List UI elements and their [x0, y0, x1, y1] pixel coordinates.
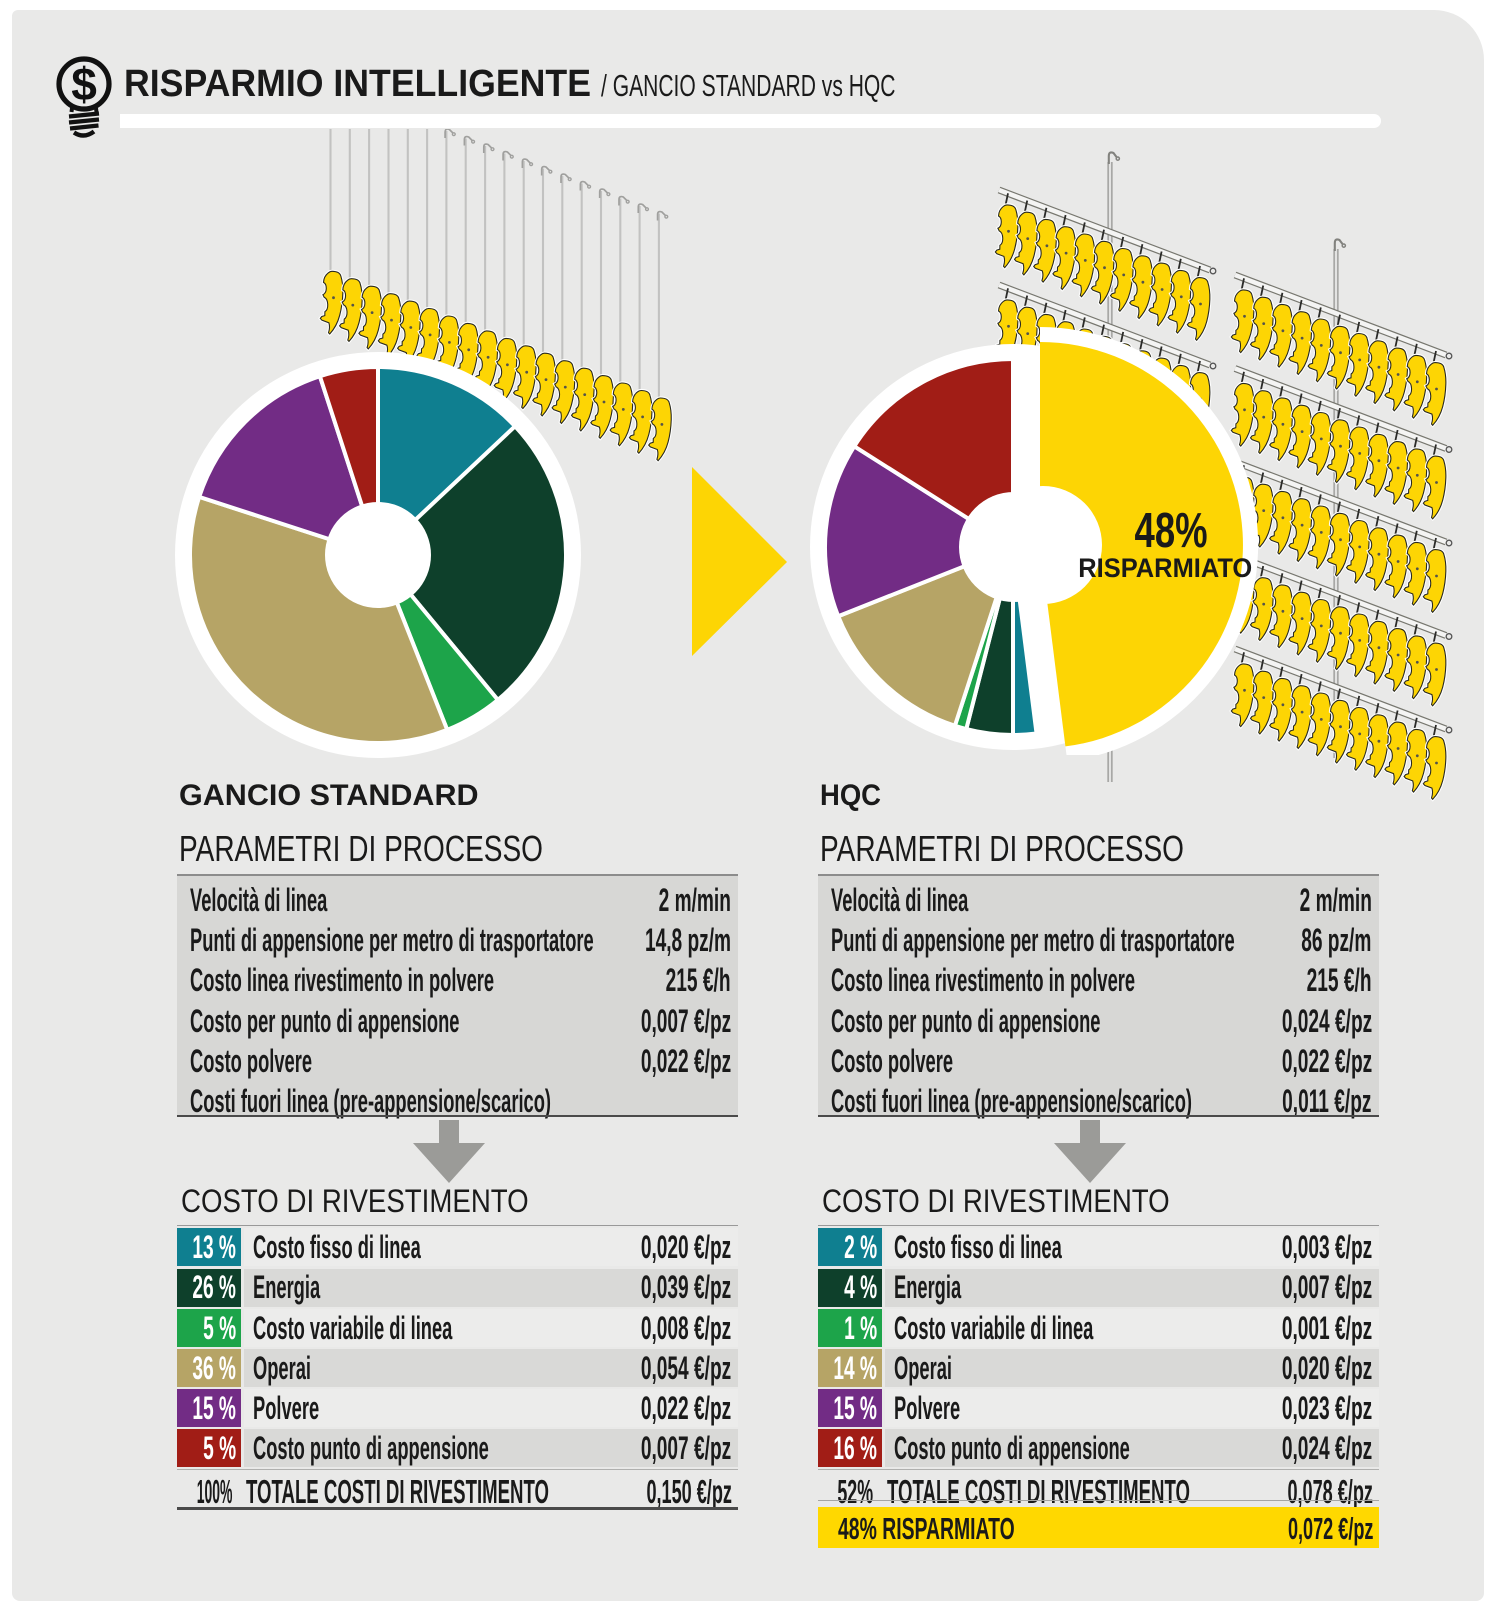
- svg-text:$: $: [71, 58, 97, 110]
